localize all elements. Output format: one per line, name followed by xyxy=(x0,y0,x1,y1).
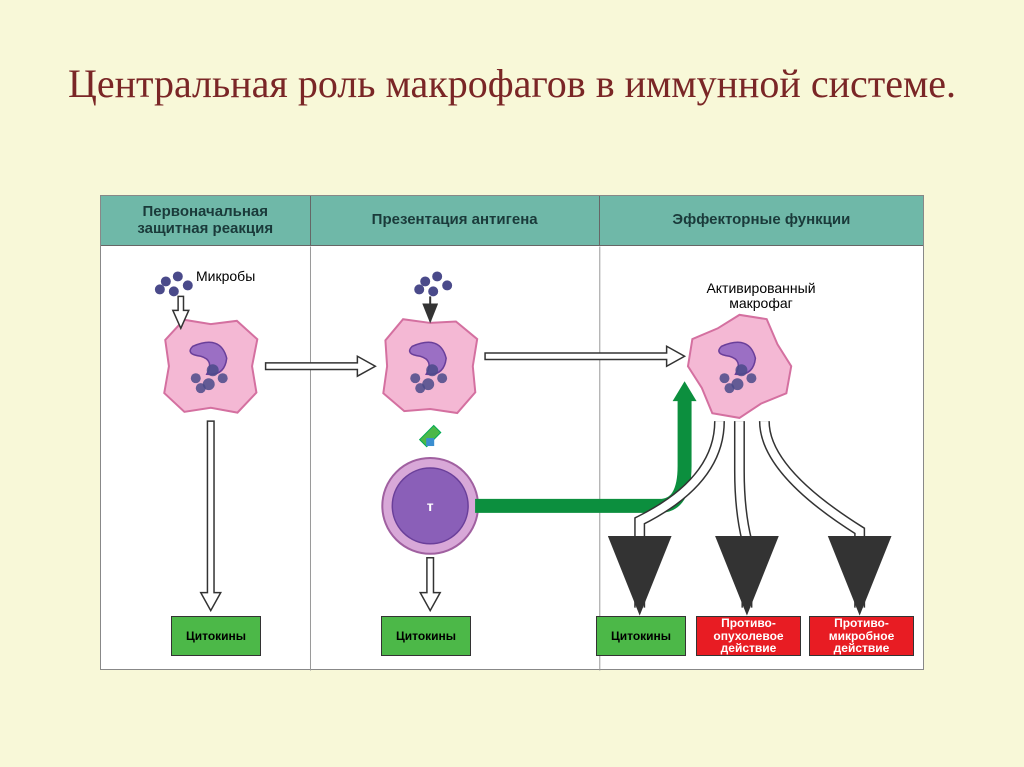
cytokines-box-2: Цитокины xyxy=(381,616,471,656)
header-cell-2: Презентация антигена xyxy=(311,196,600,245)
header-cell-3: Эффекторные функции xyxy=(600,196,923,245)
macrophage-2 xyxy=(383,319,477,413)
header-cell-1: Первоначальная защитная реакция xyxy=(101,196,311,245)
antitumor-box: Противо-опухолевое действие xyxy=(696,616,801,656)
macrophage-1 xyxy=(164,320,257,413)
antimicrobial-box: Противо-микробное действие xyxy=(809,616,914,656)
macrophage-activated xyxy=(688,315,791,418)
microbes-label: Микробы xyxy=(196,268,255,284)
cytokines-box-1: Цитокины xyxy=(171,616,261,656)
svg-text:т: т xyxy=(427,498,434,514)
diagram-body: т Микробы Активированный макрофаг Цитоки… xyxy=(101,246,923,671)
diagram-frame: Первоначальная защитная реакция Презента… xyxy=(100,195,924,670)
microbes-cluster-1 xyxy=(155,271,193,296)
activated-label: Активированный макрофаг xyxy=(691,281,831,312)
cytokines-box-3: Цитокины xyxy=(596,616,686,656)
page-title: Центральная роль макрофагов в иммунной с… xyxy=(0,0,1024,108)
diagram-header-row: Первоначальная защитная реакция Презента… xyxy=(101,196,923,246)
t-cell: т xyxy=(382,425,478,553)
microbes-cluster-2 xyxy=(414,271,452,296)
